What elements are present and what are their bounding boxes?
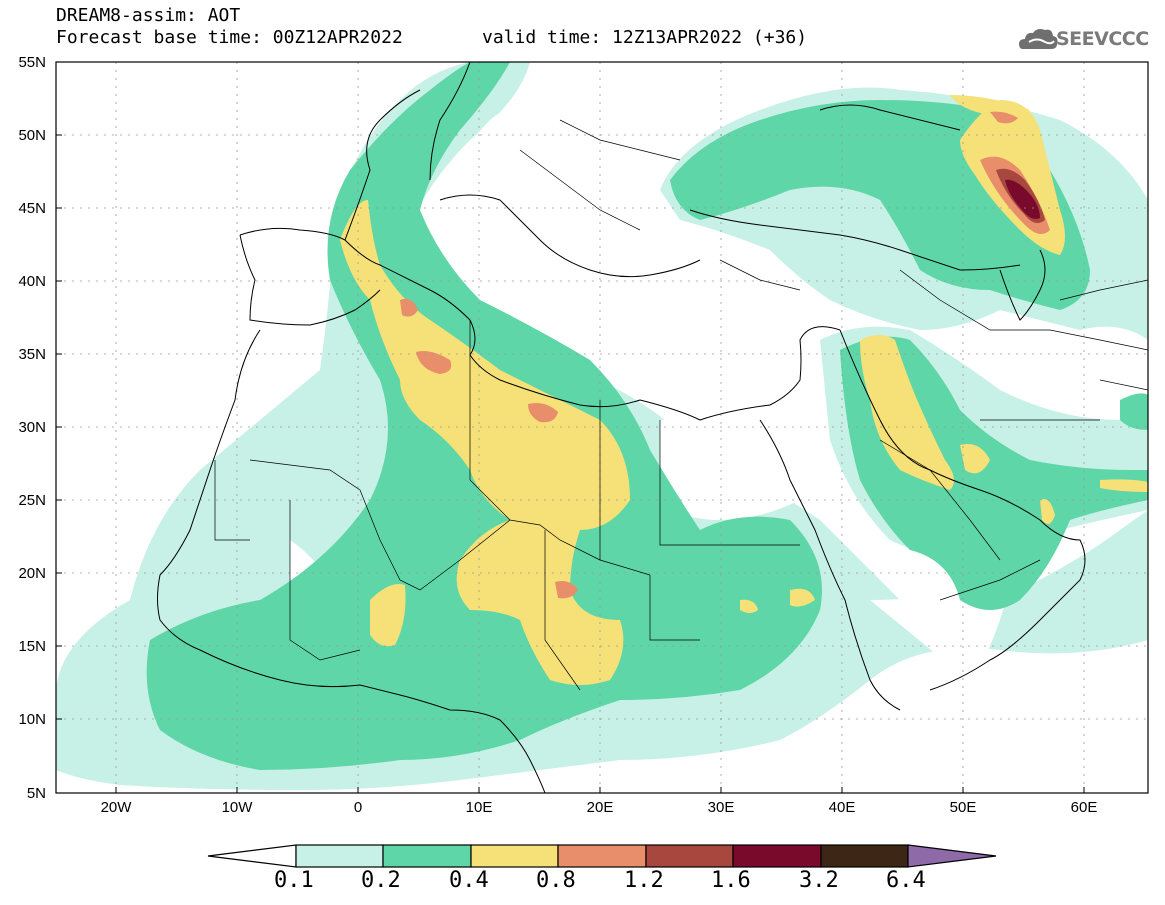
lon-label: 50E [950, 799, 977, 816]
lon-label: 60E [1071, 799, 1098, 816]
lat-label: 40N [18, 273, 46, 290]
colorbar [207, 844, 997, 868]
cloud-icon [1019, 29, 1058, 49]
colorbar-segment [820, 844, 909, 868]
longitude-labels: 20W 10W 0 10E 20E 30E 40E 50E 60E [101, 799, 1098, 816]
coastlines [157, 62, 1086, 793]
latitude-labels: 55N 50N 45N 40N 35N 30N 25N 20N 15N 10N … [18, 54, 46, 802]
lon-label: 10W [222, 799, 254, 816]
lat-label: 25N [18, 492, 46, 509]
colorbar-segment [557, 844, 647, 868]
axis-ticks [56, 61, 1085, 793]
lat-label: 20N [18, 565, 46, 582]
aot-level-1.6 [1005, 179, 1040, 219]
aot-clear-areas [56, 62, 1148, 793]
colorbar-segment [295, 844, 384, 868]
aot-fields [56, 62, 1148, 793]
colorbar-segment [470, 844, 559, 868]
lat-label: 50N [18, 127, 46, 144]
colorbar-label: 1.6 [711, 868, 751, 893]
map-title: DREAM8-assim: AOT [56, 5, 241, 26]
forecast-base-time: Forecast base time: 00Z12APR2022 [56, 27, 403, 48]
lon-label: 30E [708, 799, 735, 816]
lat-label: 45N [18, 200, 46, 217]
lon-label: 20W [101, 799, 133, 816]
colorbar-segment [645, 844, 734, 868]
colorbar-label: 3.2 [799, 868, 839, 893]
colorbar-label: 0.4 [449, 868, 489, 893]
lat-label: 5N [27, 785, 46, 802]
lat-label: 30N [18, 419, 46, 436]
colorbar-label: 6.4 [886, 868, 926, 893]
lat-label: 35N [18, 346, 46, 363]
lon-label: 10E [466, 799, 493, 816]
lon-label: 0 [354, 799, 362, 816]
colorbar-segment [207, 844, 297, 868]
colorbar-segment [907, 844, 997, 868]
lon-label: 20E [587, 799, 614, 816]
colorbar-label: 0.1 [274, 868, 314, 893]
country-borders [214, 119, 1148, 691]
lat-label: 55N [18, 54, 46, 71]
colorbar-label: 0.2 [361, 868, 401, 893]
colorbar-segment [382, 844, 472, 868]
lat-label: 15N [18, 638, 46, 655]
lon-label: 40E [829, 799, 856, 816]
valid-time: valid time: 12Z13APR2022 (+36) [482, 27, 808, 48]
gridlines [56, 62, 1148, 793]
logo-text: SEEVCCC [1056, 28, 1149, 50]
colorbar-label: 1.2 [624, 868, 664, 893]
colorbar-segment [732, 844, 822, 868]
colorbar-label: 0.8 [536, 868, 576, 893]
lat-label: 10N [18, 711, 46, 728]
